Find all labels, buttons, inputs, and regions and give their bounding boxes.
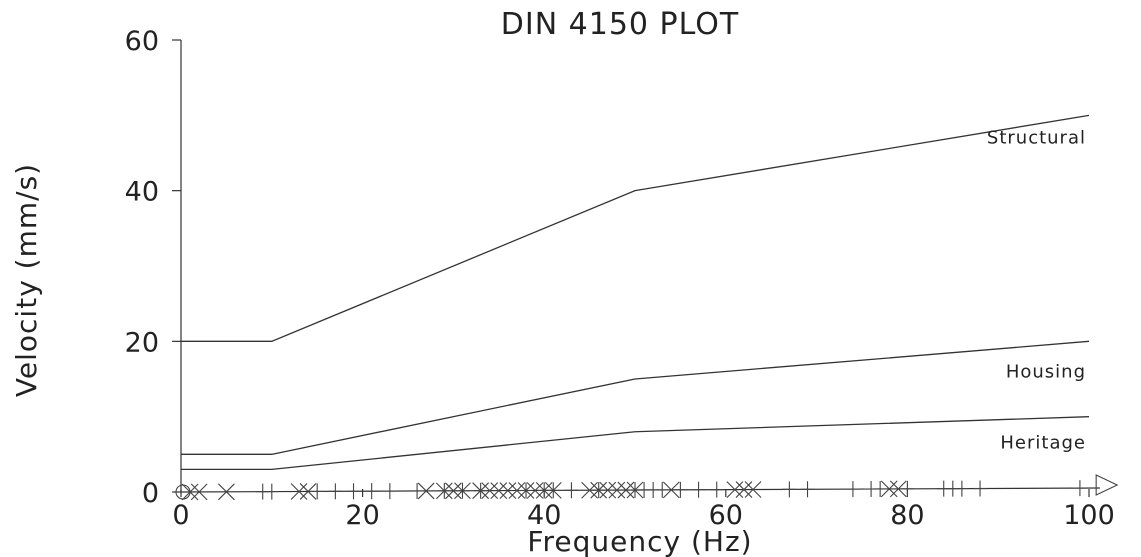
event-marker-plus	[1072, 480, 1087, 497]
x-axis-label: Frequency (Hz)	[527, 525, 752, 557]
event-marker-plus	[328, 483, 343, 500]
x-tick-label: 60	[709, 500, 743, 531]
event-marker-plus	[873, 480, 888, 497]
event-marker-plus	[691, 481, 706, 498]
y-tick-label: 20	[125, 327, 159, 358]
series-label-heritage: Heritage	[1000, 433, 1086, 454]
event-marker-cross	[617, 481, 635, 499]
series-line-housing	[181, 340, 1090, 455]
series-label-housing: Housing	[1006, 361, 1086, 382]
series-label-structural: Structural	[987, 127, 1086, 148]
event-marker-cross	[599, 481, 617, 499]
event-marker-triangle	[1095, 474, 1119, 496]
event-marker-plus	[264, 483, 279, 500]
event-marker-cross	[662, 481, 680, 499]
x-tick-label: 0	[172, 500, 189, 531]
y-tick-label: 60	[125, 26, 159, 57]
x-tick-label: 20	[345, 500, 379, 531]
series-line-structural	[181, 114, 1090, 342]
event-marker-cross	[735, 481, 753, 498]
event-marker-plus	[673, 481, 688, 498]
event-marker-cross	[445, 482, 462, 500]
event-markers	[175, 474, 1119, 501]
event-marker-plus	[346, 483, 361, 500]
x-tick-label: 80	[890, 500, 924, 531]
series-labels: Structural Housing Heritage	[987, 127, 1086, 454]
event-marker-cross	[499, 482, 517, 499]
event-marker-plus	[382, 483, 397, 500]
x-ticks: 0 20 40 60 80 100	[172, 489, 1115, 531]
event-marker-cross	[454, 482, 471, 500]
event-marker-circle	[175, 484, 191, 500]
event-marker-plus	[900, 480, 915, 497]
event-marker-cross	[590, 481, 608, 499]
event-marker-plus	[310, 483, 325, 500]
y-tick-label: 40	[125, 177, 159, 208]
event-marker-plus	[800, 481, 815, 498]
event-marker-cross	[472, 482, 490, 500]
event-marker-cross	[299, 483, 317, 500]
event-marker-cross	[190, 483, 208, 501]
y-axis-label: Velocity (mm/s)	[10, 163, 43, 397]
series-lines	[181, 114, 1090, 471]
event-marker-plus	[954, 480, 969, 497]
event-marker-cross	[508, 482, 526, 499]
y-tick-label: 0	[142, 478, 159, 509]
event-marker-plus	[709, 481, 724, 498]
event-marker-cross	[535, 482, 553, 499]
event-marker-plus	[845, 481, 860, 498]
x-tick-label: 40	[527, 500, 561, 531]
event-marker-cross	[744, 481, 762, 498]
event-marker-cross	[417, 482, 435, 500]
event-marker-cross	[481, 482, 499, 500]
event-marker-cross	[581, 481, 598, 499]
event-marker-cross	[517, 482, 535, 499]
chart-title: DIN 4150 PLOT	[501, 7, 739, 42]
event-marker-cross	[544, 481, 562, 499]
event-marker-plus	[564, 482, 579, 499]
event-marker-plus	[782, 481, 797, 498]
event-marker-plus	[973, 480, 988, 497]
event-marker-cross	[726, 481, 744, 498]
x-tick-label: 100	[1063, 500, 1115, 531]
event-marker-plus	[410, 482, 425, 499]
event-marker-cross	[608, 481, 626, 499]
y-ticks: 0 20 40 60	[125, 26, 181, 509]
series-line-heritage	[181, 416, 1090, 471]
event-marker-cross	[490, 482, 508, 500]
event-marker-cross	[880, 480, 898, 498]
event-marker-cross	[626, 481, 644, 499]
event-marker-cross	[290, 483, 308, 500]
event-marker-cross	[889, 480, 907, 498]
event-marker-cross	[526, 482, 544, 499]
event-marker-plus	[364, 483, 379, 500]
event-marker-cross	[218, 483, 235, 501]
event-marker-plus	[655, 481, 670, 498]
event-marker-cross	[435, 482, 453, 500]
